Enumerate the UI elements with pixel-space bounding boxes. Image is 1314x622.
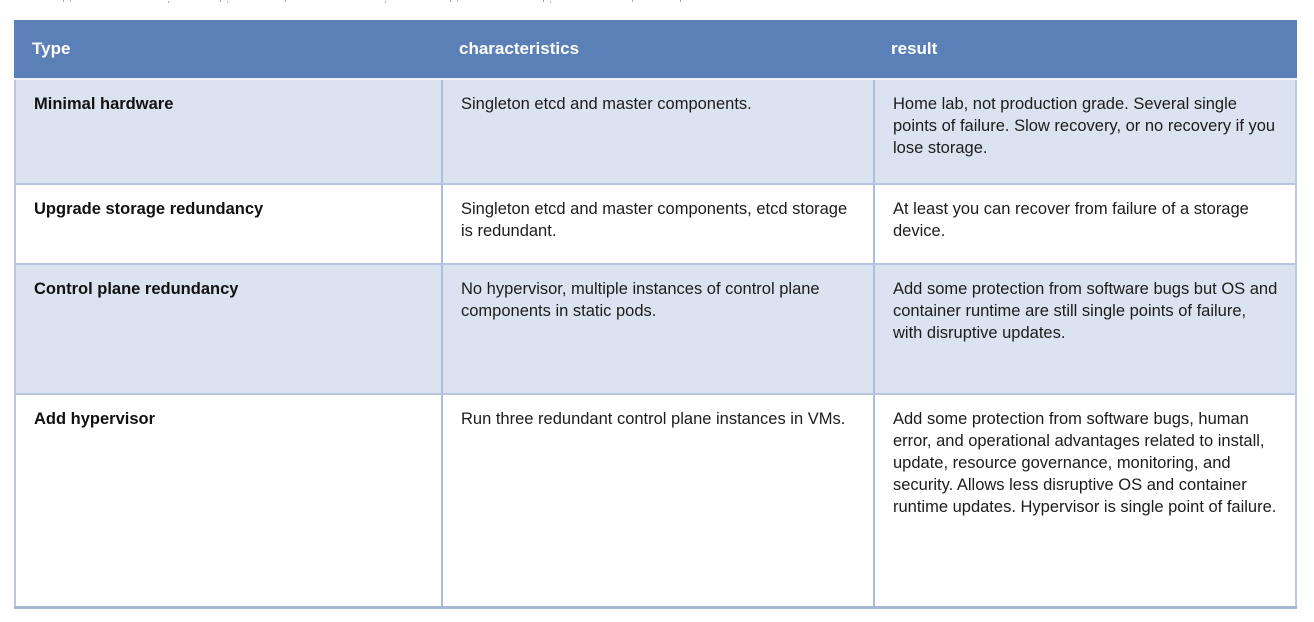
table-header-row: Type characteristics result [14, 20, 1297, 80]
cell-result: Add some protection from software bugs, … [873, 395, 1295, 606]
cell-type: Upgrade storage redundancy [34, 200, 264, 218]
table-row: Control plane redundancy No hypervisor, … [16, 263, 1295, 393]
table-row: Upgrade storage redundancy Singleton etc… [16, 183, 1295, 263]
clipped-text-fragments [0, 0, 1, 2]
cell-result: At least you can recover from failure of… [873, 185, 1295, 263]
cell-type: Minimal hardware [34, 95, 174, 113]
cell-result: Add some protection from software bugs b… [873, 265, 1295, 393]
column-header-type: Type [32, 39, 71, 58]
cell-result: Home lab, not production grade. Several … [873, 80, 1295, 183]
table-body: Minimal hardware Singleton etcd and mast… [14, 80, 1297, 606]
column-header-characteristics: characteristics [459, 39, 580, 58]
ha-options-table: Type characteristics result Minimal hard… [14, 20, 1297, 609]
cell-characteristics: No hypervisor, multiple instances of con… [441, 265, 873, 393]
cell-type: Add hypervisor [34, 410, 156, 428]
cell-characteristics: Singleton etcd and master components, et… [441, 185, 873, 263]
cell-characteristics: Run three redundant control plane instan… [441, 395, 873, 606]
cell-characteristics: Singleton etcd and master components. [441, 80, 873, 183]
cell-type: Control plane redundancy [34, 280, 239, 298]
table-row: Add hypervisor Run three redundant contr… [16, 393, 1295, 606]
column-header-result: result [891, 39, 938, 58]
table-row: Minimal hardware Singleton etcd and mast… [16, 80, 1295, 183]
